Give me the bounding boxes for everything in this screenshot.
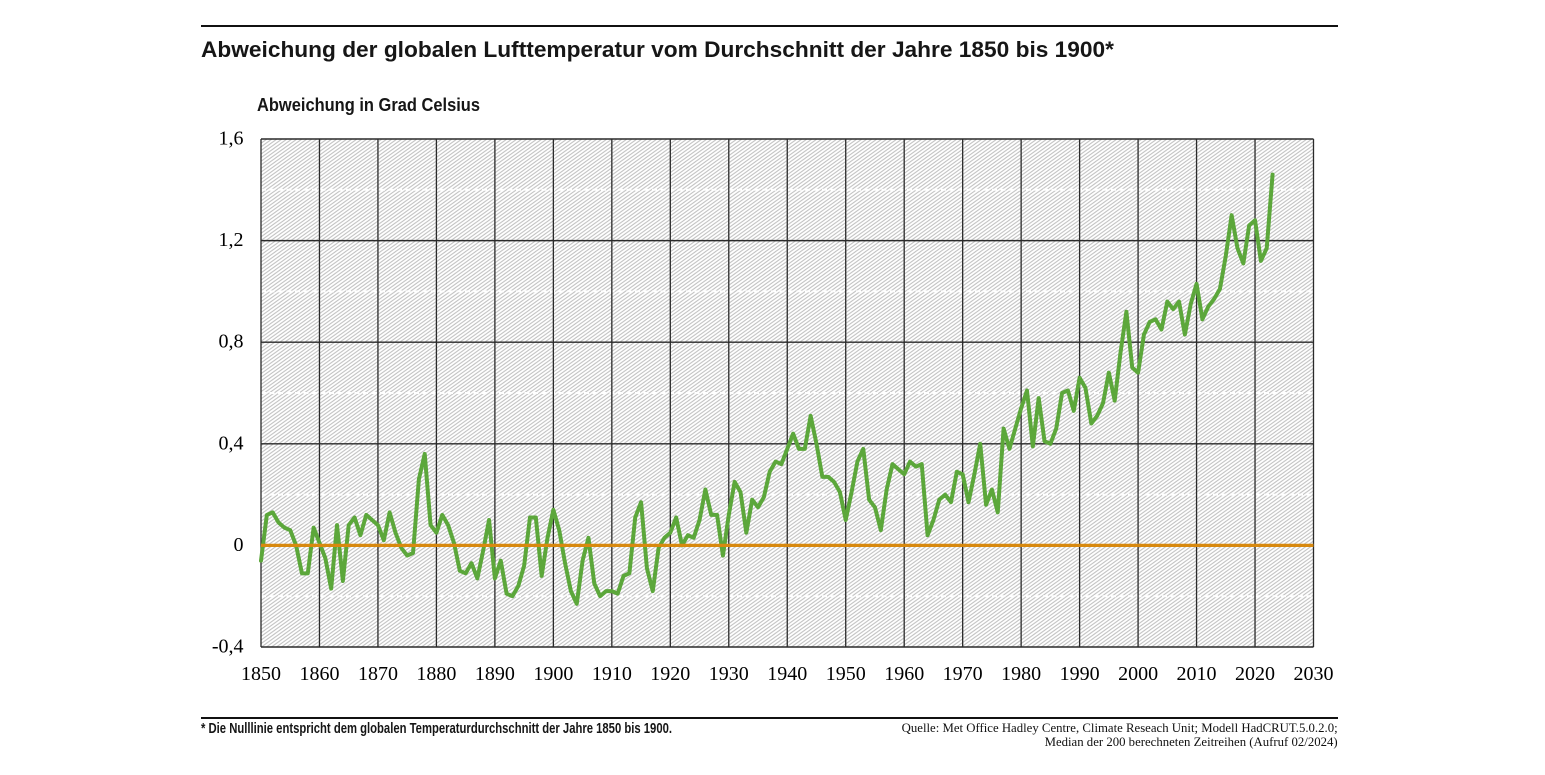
- x-tick-label: 1970: [943, 663, 983, 685]
- x-tick-label: 2000: [1118, 663, 1158, 685]
- x-tick-label: 1900: [533, 663, 573, 685]
- source-citation: Quelle: Met Office Hadley Centre, Climat…: [902, 721, 1338, 751]
- y-tick-label: 0,4: [219, 432, 244, 454]
- x-tick-label: 1870: [358, 663, 398, 685]
- x-tick-label: 1930: [709, 663, 749, 685]
- footer-rule: [201, 716, 1338, 719]
- x-tick-label: 1980: [1001, 663, 1041, 685]
- temperature-line: [259, 172, 1275, 606]
- x-tick-label: 1950: [826, 663, 866, 685]
- y-tick-label: 1,6: [219, 128, 244, 150]
- x-tick-label: 1880: [416, 663, 456, 685]
- y-tick-label: 0: [234, 534, 244, 556]
- x-tick-label: 2010: [1177, 663, 1217, 685]
- x-tick-label: 2030: [1294, 663, 1334, 685]
- x-tick-label: 2020: [1235, 663, 1275, 685]
- x-tick-label: 1890: [475, 663, 515, 685]
- top-rule: [201, 25, 1338, 27]
- x-tick-label: 1850: [241, 663, 281, 685]
- chart-title: Abweichung der globalen Lufttemperatur v…: [201, 37, 1115, 62]
- y-tick-label: -0,4: [212, 636, 244, 658]
- x-tick-label: 1910: [592, 663, 632, 685]
- source-line-2: Median der 200 berechneten Zeitreihen (A…: [1044, 735, 1338, 750]
- x-tick-label: 1860: [299, 663, 339, 685]
- y-axis-title: Abweichung in Grad Celsius: [257, 94, 481, 115]
- x-tick-label: 1920: [650, 663, 690, 685]
- x-tick-label: 1940: [767, 663, 807, 685]
- y-tick-label: 1,2: [219, 229, 244, 251]
- footnote: * Die Nulllinie entspricht dem globalen …: [201, 719, 672, 737]
- x-tick-label: 1960: [884, 663, 924, 685]
- x-tick-label: 1990: [1060, 663, 1100, 685]
- source-line-1: Quelle: Met Office Hadley Centre, Climat…: [901, 720, 1338, 735]
- y-tick-label: 0,8: [219, 331, 244, 353]
